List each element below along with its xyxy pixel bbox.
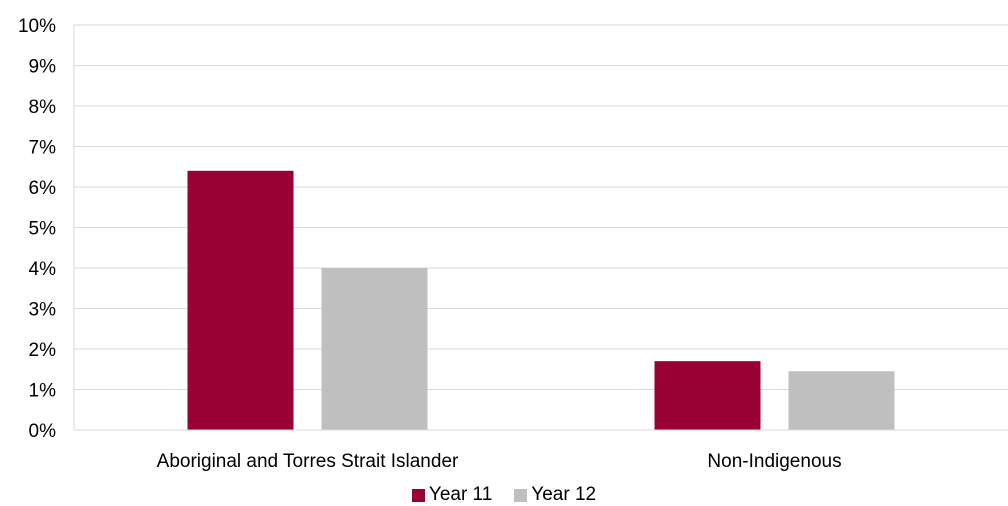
bar-chart: 0% 1% 2% 3% 4% 5% 6% 7% 8% 9% 10% Aboriginal and T… bbox=[18, 16, 1008, 472]
legend: Year 11 Year 12 bbox=[0, 484, 1008, 506]
y-axis-ticks: 0% 1% 2% 3% 4% 5% 6% 7% 8% 9% 10% bbox=[18, 16, 56, 442]
y-tick-label: 8% bbox=[29, 97, 57, 118]
legend-swatch-year-12 bbox=[514, 488, 528, 502]
category-label: Aboriginal and Torres Strait Islander bbox=[157, 451, 459, 472]
category-label: Non-Indigenous bbox=[707, 451, 841, 472]
y-tick-label: 3% bbox=[29, 300, 57, 321]
y-tick-label: 1% bbox=[29, 381, 57, 402]
y-tick-label: 5% bbox=[29, 219, 57, 240]
legend-label-year-12: Year 12 bbox=[531, 484, 597, 505]
y-tick-label: 4% bbox=[29, 259, 57, 280]
legend-item-year-11: Year 11 bbox=[411, 484, 493, 506]
legend-swatch-year-11 bbox=[411, 488, 425, 502]
y-tick-label: 9% bbox=[29, 57, 57, 78]
y-tick-label: 6% bbox=[29, 178, 57, 199]
bars bbox=[187, 170, 895, 431]
legend-label-year-11: Year 11 bbox=[428, 484, 493, 505]
y-tick-label: 0% bbox=[29, 421, 57, 442]
bar-year-11-0 bbox=[187, 170, 294, 431]
bar-year-12-0 bbox=[321, 268, 428, 430]
y-tick-label: 10% bbox=[18, 16, 56, 37]
legend-item-year-12: Year 12 bbox=[514, 484, 596, 506]
y-tick-label: 2% bbox=[29, 340, 57, 361]
y-tick-label: 7% bbox=[29, 138, 57, 159]
bar-year-12-1 bbox=[788, 371, 895, 430]
bar-year-11-1 bbox=[654, 361, 761, 430]
category-labels: Aboriginal and Torres Strait Islander Non… bbox=[157, 451, 842, 472]
